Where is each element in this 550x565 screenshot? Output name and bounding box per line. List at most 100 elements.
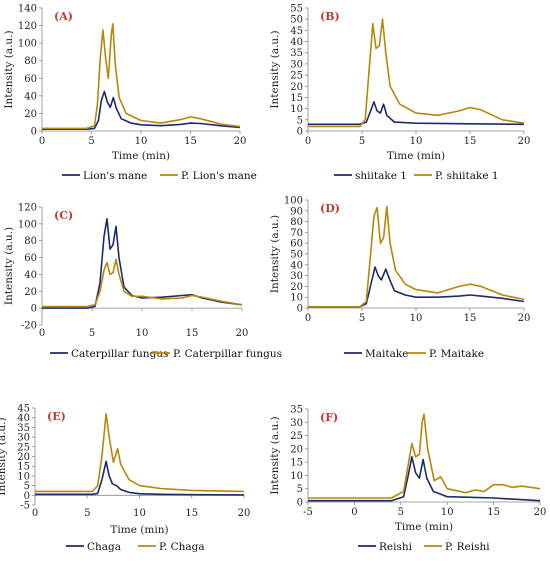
legend-label: Reishi <box>379 541 413 553</box>
y-tick-label: 120 <box>18 203 37 214</box>
y-axis-label: Intensity (a.u.) <box>269 215 281 293</box>
y-tick-label: 5 <box>297 115 303 126</box>
x-tick-label: 10 <box>441 507 454 518</box>
y-tick-label: 60 <box>24 74 37 85</box>
x-axis-label: Time (min) <box>110 524 168 536</box>
series-line-1 <box>308 266 525 308</box>
series-line-1 <box>42 90 241 130</box>
y-tick-label: 100 <box>18 39 37 50</box>
panel-a: 0 20 40 60 80 100 120 140 0 5 10 15 20 Intensity (a.u… <box>3 4 257 183</box>
legend-label: P. shiitake 1 <box>435 170 499 182</box>
y-tick-label: 80 <box>290 217 303 228</box>
x-tick-label: 15 <box>185 508 198 519</box>
y-tick-label: 35 <box>290 48 303 59</box>
legend-label: shiitake 1 <box>355 170 407 182</box>
x-tick-label: 15 <box>186 328 199 339</box>
x-tick-label: 10 <box>135 136 148 147</box>
y-tick-label: 25 <box>290 431 303 442</box>
x-axis-label: Time (min) <box>395 521 453 533</box>
y-tick-label: 45 <box>290 26 303 37</box>
y-tick-label: -20 <box>21 321 37 332</box>
y-tick-label: 35 <box>290 405 303 416</box>
y-tick-label: 15 <box>290 93 303 104</box>
y-tick-label: 50 <box>290 15 303 26</box>
panel-letter: (D) <box>320 202 340 215</box>
legend-label: Caterpillar fungus <box>71 348 168 360</box>
y-tick-label: 0 <box>24 491 30 502</box>
y-tick-label: 15 <box>290 458 303 469</box>
y-tick-label: 55 <box>290 4 303 15</box>
y-tick-label: 10 <box>17 471 30 482</box>
x-tick-label: 0 <box>39 328 45 339</box>
y-tick-label: 30 <box>17 433 30 444</box>
y-tick-label: 30 <box>290 418 303 429</box>
y-tick-label: 40 <box>290 260 303 271</box>
legend-label: Lion's mane <box>83 170 147 182</box>
x-tick-label: 20 <box>236 328 249 339</box>
x-tick-label: 10 <box>410 136 423 147</box>
y-tick-label: 5 <box>297 484 303 495</box>
legend-label: P. Reishi <box>445 541 490 553</box>
series-line-1 <box>308 101 525 126</box>
y-tick-label: 35 <box>17 423 30 434</box>
series-line-1 <box>42 218 243 309</box>
x-tick-label: 10 <box>133 508 146 519</box>
series-line-2 <box>308 18 525 128</box>
y-tick-label: 140 <box>18 4 37 15</box>
x-tick-label: 0 <box>305 136 311 147</box>
y-tick-label: 0 <box>297 127 303 138</box>
series-line-1 <box>308 456 541 502</box>
y-tick-label: 20 <box>24 109 37 120</box>
y-axis-label: Intensity (a.u.) <box>3 30 15 108</box>
x-tick-label: 5 <box>84 508 90 519</box>
y-tick-label: 0 <box>297 498 303 509</box>
x-tick-label: 15 <box>184 136 197 147</box>
panel-letter: (F) <box>320 411 338 424</box>
x-tick-label: 0 <box>305 313 311 324</box>
y-axis-label: Intensity (a.u.) <box>269 416 281 494</box>
series-line-2 <box>42 23 241 130</box>
legend-label: Chaga <box>87 541 121 553</box>
y-tick-label: 40 <box>24 270 37 281</box>
x-tick-label: 5 <box>398 507 404 518</box>
x-tick-label: 5 <box>359 313 365 324</box>
series-line-2 <box>42 258 243 308</box>
series-line-2 <box>308 413 541 499</box>
panel-letter: (E) <box>47 410 66 423</box>
y-tick-label: 0 <box>297 304 303 315</box>
x-tick-label: 5 <box>88 136 94 147</box>
y-axis-label: Intensity (a.u.) <box>269 30 281 108</box>
y-tick-label: 70 <box>290 228 303 239</box>
legend-label: P. Chaga <box>159 541 205 553</box>
y-tick-label: 50 <box>290 250 303 261</box>
y-tick-label: 40 <box>24 91 37 102</box>
legend-label: P. Caterpillar fungus <box>173 348 282 360</box>
panel-letter: (C) <box>54 209 73 222</box>
x-tick-label: 10 <box>410 313 423 324</box>
y-tick-label: 30 <box>290 271 303 282</box>
y-tick-label: 60 <box>290 239 303 250</box>
x-tick-label: 0 <box>351 507 357 518</box>
y-tick-label: 15 <box>17 462 30 473</box>
y-tick-label: 45 <box>17 404 30 415</box>
y-tick-label: 80 <box>24 236 37 247</box>
x-tick-label: 20 <box>234 136 247 147</box>
y-tick-label: 100 <box>18 219 37 230</box>
y-axis-label: Intensity (a.u.) <box>3 227 15 305</box>
panel-letter: (B) <box>320 10 340 23</box>
y-tick-label: 100 <box>284 196 303 207</box>
y-tick-label: 10 <box>290 293 303 304</box>
y-tick-label: 0 <box>31 304 37 315</box>
x-tick-label: 15 <box>487 507 500 518</box>
x-tick-label: -5 <box>303 507 313 518</box>
x-tick-label: 20 <box>518 313 531 324</box>
y-tick-label: 25 <box>290 71 303 82</box>
x-tick-label: 20 <box>238 508 251 519</box>
y-axis-label: Intensity (a.u.) <box>0 417 8 495</box>
legend-label: P. Lion's mane <box>181 170 257 182</box>
